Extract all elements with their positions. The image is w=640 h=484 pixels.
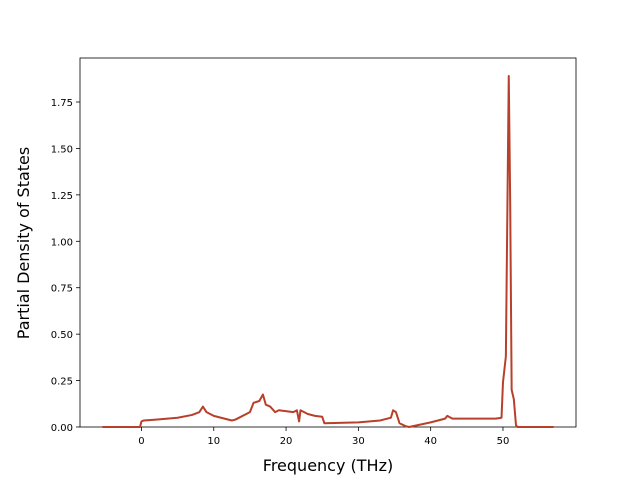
x-tick-label: 40 [424, 436, 437, 447]
data-line [102, 75, 554, 428]
x-tick-label: 30 [352, 436, 365, 447]
y-tick-label: 0.25 [51, 377, 73, 388]
y-tick-label: 1.00 [51, 237, 73, 248]
x-tick-label: 50 [497, 436, 510, 447]
y-tick-label: 1.25 [51, 191, 73, 202]
y-tick-label: 0.00 [51, 423, 73, 434]
x-tick-label: 20 [280, 436, 293, 447]
y-tick-label: 0.50 [51, 330, 73, 341]
y-tick-label: 1.75 [51, 98, 73, 109]
y-axis-label: Partial Density of States [14, 147, 33, 339]
axes-frame [79, 57, 577, 428]
x-tick-label: 0 [138, 436, 144, 447]
x-axis-label: Frequency (THz) [263, 456, 393, 475]
x-tick-label: 10 [207, 436, 220, 447]
y-tick-label: 0.75 [51, 284, 73, 295]
y-tick-label: 1.50 [51, 144, 73, 155]
